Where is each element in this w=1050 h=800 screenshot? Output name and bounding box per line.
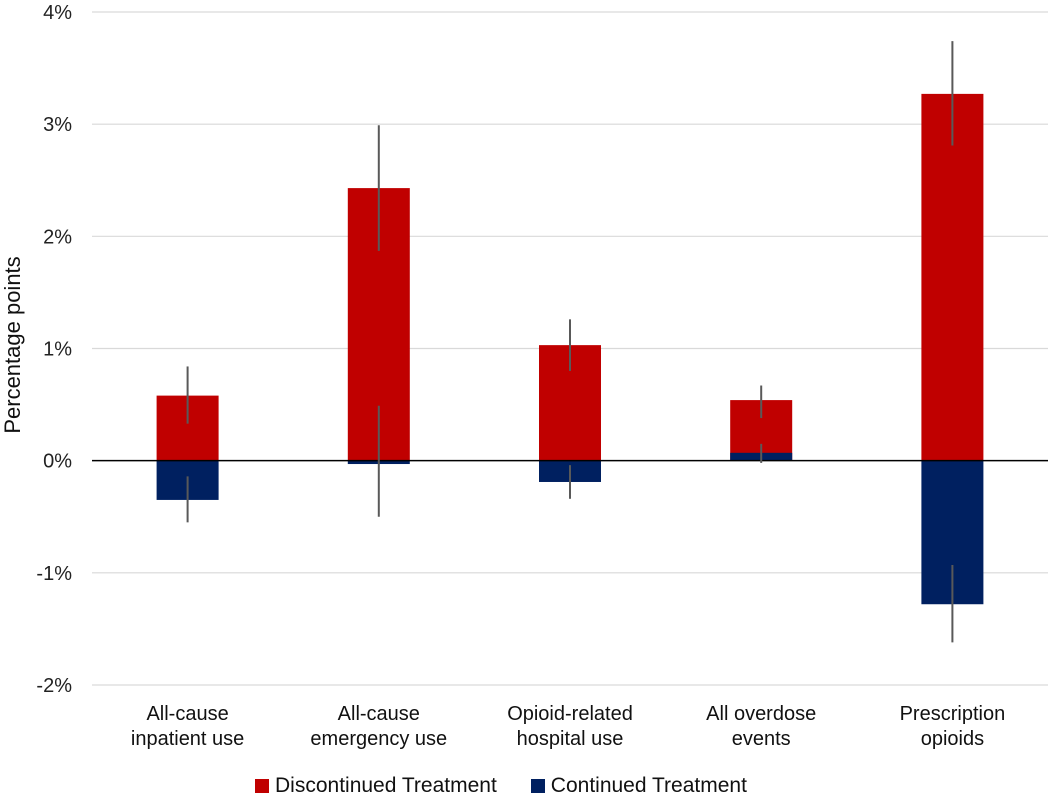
category-label-line: Prescription <box>900 703 1006 725</box>
category-label-line: inpatient use <box>131 728 244 750</box>
y-tick-label: 3% <box>43 114 72 136</box>
category-label-line: All-cause <box>338 703 420 725</box>
category-label: All-cause emergency use <box>310 703 447 750</box>
category-label-line: emergency use <box>310 728 447 750</box>
category-label: All overdose events <box>706 703 816 750</box>
legend-label-discontinued: Discontinued Treatment <box>275 774 497 797</box>
legend: Discontinued Treatment Continued Treatme… <box>255 772 781 800</box>
category-label-line: hospital use <box>517 728 624 750</box>
category-label: All-cause inpatient use <box>131 703 244 750</box>
category-label-line: All overdose <box>706 703 816 725</box>
category-label: Prescription opioids <box>900 703 1006 750</box>
category-label-line: opioids <box>921 728 984 750</box>
y-tick-labels: -2% -1% 0% 1% 2% 3% 4% <box>36 2 72 697</box>
category-label: Opioid-related hospital use <box>507 703 633 750</box>
bar-discontinued <box>921 93 984 461</box>
legend-swatch-discontinued <box>255 779 269 793</box>
y-tick-label: 1% <box>43 339 72 361</box>
category-labels: All-cause inpatient use All-cause emergency… <box>131 703 1005 750</box>
category-label-line: events <box>732 728 791 750</box>
y-tick-label: 4% <box>43 2 72 24</box>
y-tick-label: -1% <box>36 563 72 585</box>
error-bars <box>186 41 954 643</box>
y-tick-label: 2% <box>43 226 72 248</box>
y-tick-label: -2% <box>36 675 72 697</box>
y-tick-label: 0% <box>43 451 72 473</box>
legend-swatch-continued <box>530 779 545 793</box>
y-axis-title: Percentage points <box>0 256 25 433</box>
category-label-line: Opioid-related <box>507 703 633 725</box>
legend-item-continued: Continued Treatment <box>530 774 747 798</box>
legend-item-discontinued: Discontinued Treatment <box>255 774 497 798</box>
legend-label-continued: Continued Treatment <box>550 774 747 797</box>
category-label-line: All-cause <box>146 703 228 725</box>
